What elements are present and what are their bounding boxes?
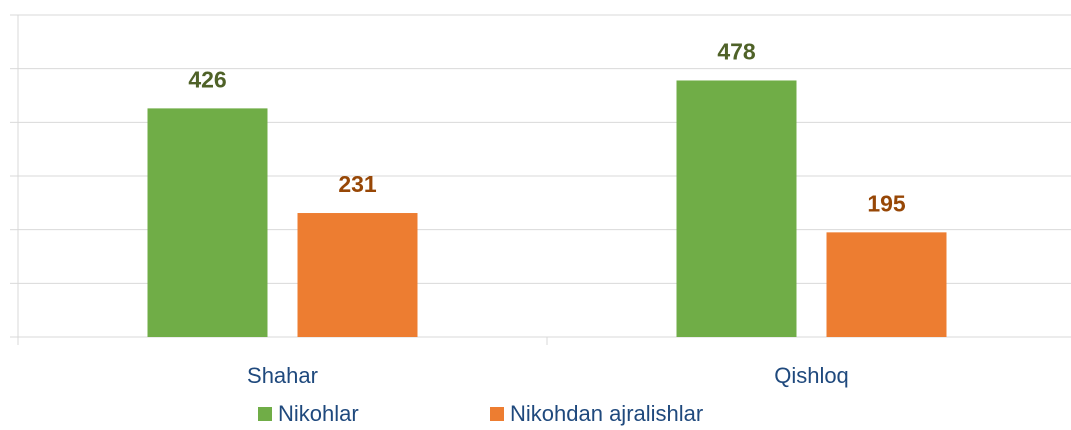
value-label: 195 (867, 190, 906, 216)
legend-label: Nikohdan ajralishlar (510, 401, 703, 426)
bar (676, 80, 797, 338)
x-tick-label: Shahar (247, 363, 318, 388)
legend-swatch (490, 407, 504, 421)
x-tick-label: Qishloq (774, 363, 849, 388)
value-label: 426 (188, 66, 226, 92)
value-label: 478 (717, 39, 756, 65)
bar (826, 232, 947, 337)
bar (297, 213, 418, 337)
bar (147, 108, 268, 337)
value-label: 231 (338, 171, 377, 197)
legend-swatch (258, 407, 272, 421)
legend-label: Nikohlar (278, 401, 359, 426)
